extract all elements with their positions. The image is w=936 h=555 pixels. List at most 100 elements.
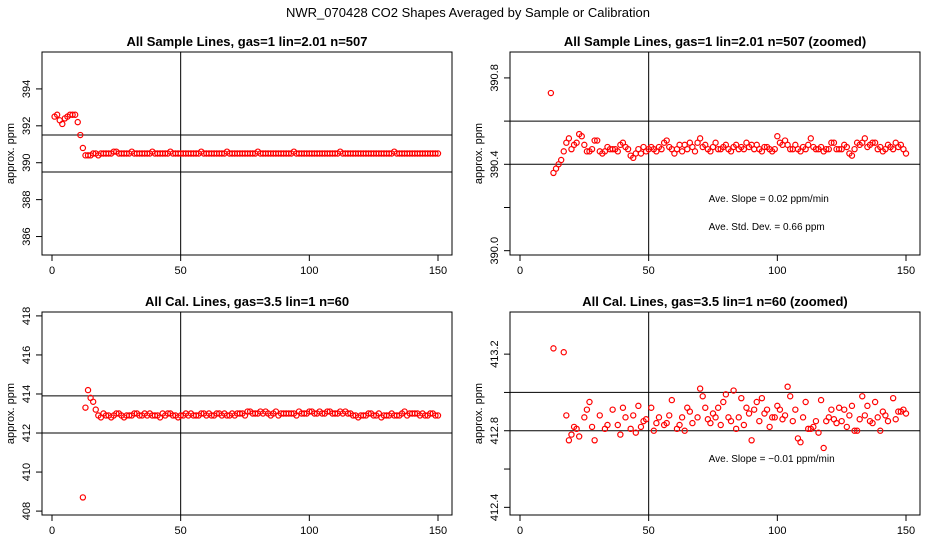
data-point — [799, 414, 807, 421]
data-point — [223, 412, 231, 419]
data-point — [689, 419, 696, 427]
data-point — [164, 410, 171, 417]
chart-annotation: Ave. Slope = 0.02 ppm/min — [709, 194, 829, 205]
data-point — [622, 414, 629, 421]
x-tick-label: 50 — [643, 265, 655, 277]
data-point — [707, 419, 714, 427]
x-tick-label: 150 — [429, 525, 447, 537]
data-point — [835, 145, 843, 153]
y-tick-label: 390 — [21, 154, 33, 172]
data-point — [630, 412, 637, 419]
data-point — [859, 393, 866, 400]
data-point — [717, 421, 724, 429]
data-point — [871, 139, 879, 146]
data-point — [756, 417, 763, 425]
data-point — [637, 150, 645, 157]
data-point — [575, 433, 583, 440]
data-point — [208, 412, 215, 419]
data-point — [547, 89, 555, 97]
data-point — [583, 148, 591, 155]
data-point — [581, 414, 588, 421]
data-point — [694, 414, 701, 421]
data-point — [696, 385, 704, 392]
data-point — [861, 135, 869, 142]
data-point — [648, 404, 655, 411]
data-point — [892, 416, 899, 423]
data-point — [743, 404, 750, 411]
data-point — [550, 345, 557, 352]
data-point — [360, 412, 367, 419]
y-tick-label: 386 — [21, 227, 33, 245]
data-point — [637, 423, 645, 431]
data-point — [815, 429, 822, 436]
data-point — [411, 410, 419, 417]
data-point — [588, 145, 596, 153]
page-title: NWR_070428 CO2 Shapes Averaged by Sample… — [286, 5, 650, 20]
data-point — [79, 494, 87, 501]
data-point — [71, 111, 79, 118]
data-point — [627, 425, 634, 433]
data-point — [830, 139, 838, 146]
data-point — [841, 406, 848, 413]
data-point — [823, 145, 830, 153]
data-point — [624, 145, 632, 153]
data-point — [53, 111, 61, 118]
chart-svg: All Sample Lines, gas=1 lin=2.01 n=507 ap… — [5, 34, 453, 277]
data-point — [370, 412, 377, 419]
data-point — [789, 417, 796, 425]
data-point — [169, 412, 177, 419]
data-point — [874, 414, 881, 421]
data-point — [825, 145, 832, 153]
data-point — [838, 417, 845, 425]
data-point — [846, 412, 853, 419]
data-point — [609, 145, 616, 153]
chart-annotation: Ave. Std. Dev. = 0.66 ppm — [709, 222, 825, 233]
data-point — [89, 398, 97, 405]
data-point — [825, 414, 832, 421]
data-point — [668, 396, 676, 404]
data-point — [784, 383, 791, 390]
data-point — [676, 421, 683, 429]
data-point — [568, 431, 575, 438]
chart-svg: All Cal. Lines, gas=3.5 lin=1 n=60 approx… — [5, 294, 453, 537]
data-point — [434, 412, 442, 419]
data-point — [113, 410, 120, 417]
plot-frame — [41, 311, 453, 516]
data-point — [774, 133, 781, 140]
data-point — [864, 402, 871, 410]
data-point — [848, 152, 856, 159]
data-point — [761, 143, 768, 151]
y-tick-label: 408 — [21, 502, 33, 520]
data-point — [738, 394, 745, 402]
x-tick-label: 150 — [897, 265, 915, 277]
data-point — [714, 145, 722, 153]
data-point — [573, 425, 580, 433]
data-point — [843, 423, 851, 431]
chart-panel-cal-zoomed: All Cal. Lines, gas=3.5 lin=1 n=60 (zoom… — [468, 290, 936, 555]
y-tick-label: 394 — [21, 80, 33, 98]
data-point — [851, 427, 858, 434]
data-point — [792, 406, 799, 413]
data-point — [877, 427, 884, 434]
data-point — [748, 437, 755, 444]
data-point — [763, 406, 771, 413]
data-point — [753, 398, 760, 406]
data-point — [740, 421, 748, 429]
data-point — [663, 419, 670, 427]
data-point — [635, 402, 642, 410]
chart-title: All Cal. Lines, gas=3.5 lin=1 n=60 (zoom… — [582, 294, 848, 309]
data-point — [655, 414, 663, 421]
data-point — [642, 416, 650, 423]
data-point — [151, 412, 159, 419]
data-point — [802, 398, 809, 406]
x-tick-label: 100 — [300, 265, 318, 277]
data-point — [560, 148, 567, 155]
data-point — [902, 150, 910, 157]
data-point — [696, 135, 704, 142]
y-tick-label: 390.4 — [489, 151, 501, 179]
data-point — [902, 410, 910, 417]
y-axis-label: approx. ppm — [5, 383, 17, 444]
data-point — [810, 423, 817, 431]
data-point — [853, 427, 861, 434]
chart-annotation: Ave. Slope = −0.01 ppm/min — [709, 454, 835, 465]
